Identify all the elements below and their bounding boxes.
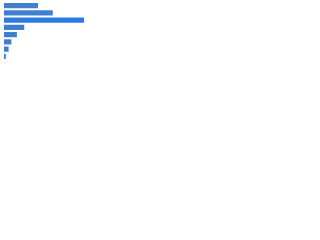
bar <box>4 39 12 45</box>
bar <box>4 32 17 38</box>
bar <box>4 24 25 30</box>
bar <box>4 3 39 9</box>
bar <box>4 10 53 16</box>
bar <box>4 46 9 52</box>
bar <box>4 17 85 23</box>
chart <box>0 0 100 71</box>
bar <box>4 53 6 59</box>
